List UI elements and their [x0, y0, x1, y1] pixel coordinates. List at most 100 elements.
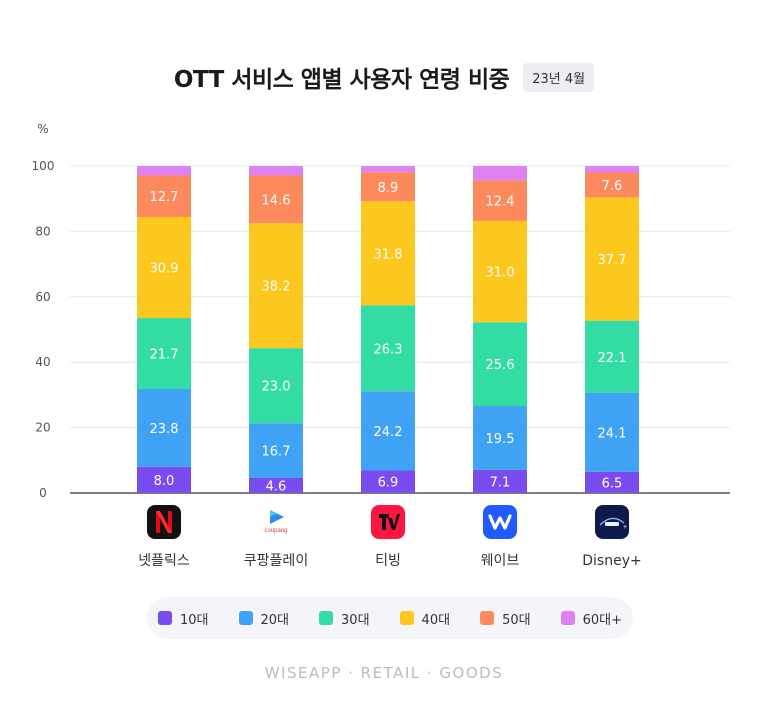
bar-segment — [473, 406, 527, 470]
bar-segment — [473, 166, 527, 181]
data-label: 21.7 — [150, 348, 179, 363]
chart-title-row: OTT 서비스 앱별 사용자 연령 비중 23년 4월 — [0, 57, 768, 97]
data-label: 31.8 — [374, 247, 403, 262]
legend-label: 50대 — [502, 612, 531, 628]
legend-swatch — [238, 611, 253, 625]
bar-segment — [361, 391, 415, 471]
data-label: 6.5 — [602, 476, 623, 491]
y-tick-label: 0 — [39, 486, 47, 500]
legend-label: 30대 — [341, 612, 370, 628]
data-label: 23.0 — [262, 380, 291, 395]
y-tick-label: 100 — [32, 159, 55, 173]
data-label: 8.9 — [378, 181, 399, 196]
legend-swatch — [399, 611, 414, 625]
data-label: 37.7 — [598, 253, 627, 268]
data-label: 7.6 — [602, 179, 623, 194]
legend-item: 40대 — [399, 609, 451, 628]
date-badge: 23년 4월 — [523, 62, 595, 92]
data-label: 22.1 — [598, 351, 627, 366]
y-axis-unit-label: % — [37, 122, 48, 136]
bar-segment — [585, 172, 639, 198]
data-label: 16.7 — [262, 445, 291, 460]
value-labels: 8.0 23.8 21.7 30.9 12.7 4.6 16.7 23.0 38.2 14.6 6.… — [150, 179, 627, 495]
data-label: 6.9 — [378, 476, 399, 491]
category-label: 티빙 — [375, 553, 401, 569]
bar-segment — [361, 172, 415, 202]
y-tick-label: 40 — [35, 355, 50, 369]
stacked-bar-chart: % 0 20 40 60 80 100 8.0 23.8 21.7 30.9 12.7 4.6 16.… — [32, 122, 730, 569]
bar-segment — [585, 197, 639, 321]
bar-segment — [361, 166, 415, 173]
bar-segment — [249, 423, 303, 478]
data-label: 4.6 — [266, 479, 287, 494]
legend: 10대 20대 30대 40대 50대 60대+ — [147, 597, 633, 639]
coupang-icon-text: coupang — [264, 528, 287, 534]
data-label: 14.6 — [262, 193, 291, 208]
data-label: 7.1 — [490, 475, 511, 490]
y-axis-ticks: 0 20 40 60 80 100 — [32, 159, 55, 500]
legend-item: 60대+ — [560, 609, 622, 628]
data-label: 24.2 — [374, 425, 403, 440]
bar-segment — [249, 348, 303, 424]
bar-segment — [585, 471, 639, 493]
bars — [137, 166, 639, 493]
legend-swatch — [560, 611, 575, 625]
y-tick-label: 80 — [35, 224, 50, 238]
legend-item: 20대 — [238, 609, 290, 628]
bar-segment — [361, 305, 415, 392]
wavve-icon — [483, 505, 517, 539]
chart-title: OTT 서비스 앱별 사용자 연령 비중 — [173, 67, 510, 93]
footer-watermark: WISEAPP · RETAIL · GOODS — [264, 664, 504, 682]
data-label: 12.4 — [486, 195, 515, 210]
bar-segment — [137, 389, 191, 467]
category-label: 쿠팡플레이 — [244, 553, 308, 569]
bar-segment — [137, 217, 191, 319]
svg-text:+: + — [623, 524, 627, 531]
bar-segment — [473, 322, 527, 407]
bar-segment — [249, 175, 303, 224]
y-tick-label: 60 — [35, 290, 50, 304]
bar-segment — [249, 477, 303, 493]
bar-segment — [473, 220, 527, 323]
bar-segment — [473, 469, 527, 493]
netflix-icon — [147, 505, 181, 539]
legend-swatch — [158, 611, 172, 625]
bar-segment — [585, 392, 639, 472]
category-label: 웨이브 — [481, 553, 520, 569]
legend-label: 20대 — [260, 612, 290, 628]
data-label: 12.7 — [150, 190, 179, 205]
category-label: Disney+ — [582, 553, 641, 569]
data-label: 8.0 — [154, 474, 175, 489]
bar-segment — [137, 175, 191, 218]
data-label: 23.8 — [150, 422, 179, 437]
data-label: 30.9 — [150, 262, 179, 277]
bar-segment — [361, 201, 415, 306]
legend-item: 10대 — [158, 609, 209, 628]
legend-item: 50대 — [480, 609, 531, 628]
data-label: 19.5 — [486, 432, 515, 447]
bar-segment — [249, 223, 303, 349]
bar-segment — [249, 166, 303, 176]
disney-plus-icon: + — [595, 505, 629, 539]
data-label: 38.2 — [262, 280, 291, 295]
data-label: 25.6 — [486, 358, 515, 373]
category-labels: 넷플릭스 쿠팡플레이 티빙 웨이브 Disney+ — [138, 553, 642, 569]
bar-segment — [473, 180, 527, 221]
legend-label: 10대 — [180, 612, 209, 628]
legend-swatch — [480, 611, 495, 625]
tving-icon — [371, 505, 405, 539]
legend-swatch — [319, 611, 334, 625]
data-label: 26.3 — [374, 342, 403, 357]
bar-segment — [585, 166, 639, 173]
bar-segment — [137, 166, 191, 176]
legend-label: 60대+ — [582, 612, 622, 628]
coupang-play-icon: coupang — [259, 505, 293, 539]
legend-item: 30대 — [319, 609, 370, 628]
legend-label: 40대 — [421, 612, 451, 628]
category-label: 넷플릭스 — [138, 553, 190, 569]
bar-segment — [585, 320, 639, 393]
bar-segment — [137, 466, 191, 493]
y-tick-label: 20 — [35, 421, 50, 435]
bar-segment — [361, 470, 415, 493]
data-label: 24.1 — [598, 426, 627, 441]
